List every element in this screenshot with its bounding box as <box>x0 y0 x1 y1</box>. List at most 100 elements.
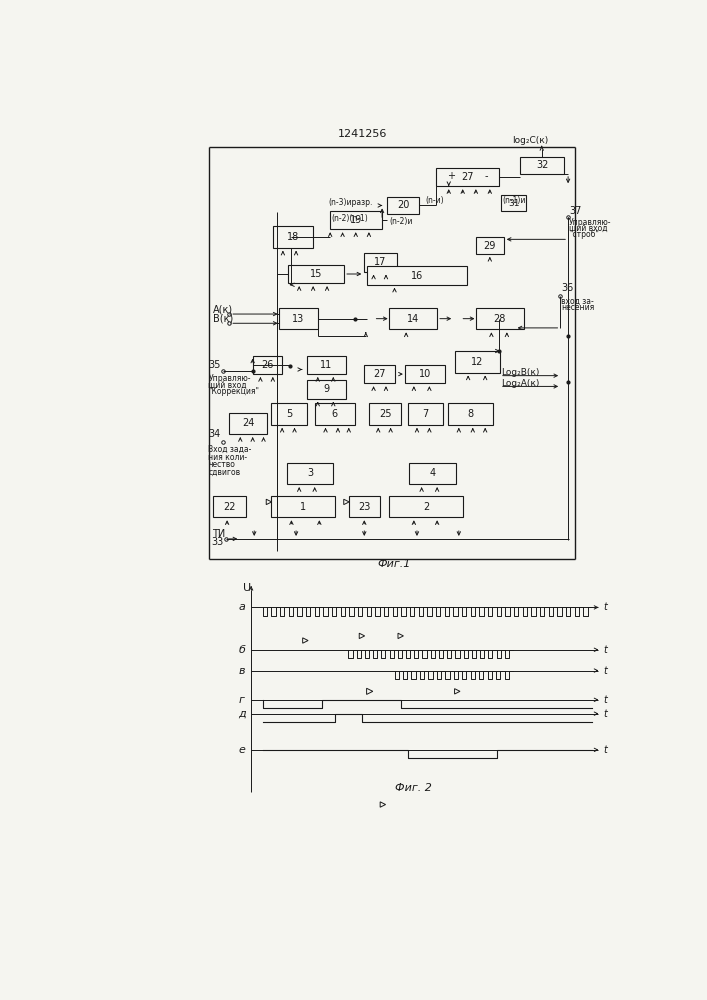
Text: +: + <box>447 171 455 181</box>
Text: t: t <box>603 709 607 719</box>
Text: a: a <box>238 602 245 612</box>
Text: 35: 35 <box>209 360 221 370</box>
Text: 27: 27 <box>461 172 474 182</box>
Text: 17: 17 <box>375 257 387 267</box>
Text: 31: 31 <box>508 199 520 208</box>
Text: сдвигов: сдвигов <box>209 468 240 477</box>
Bar <box>368 266 467 285</box>
Text: 29: 29 <box>484 241 496 251</box>
Bar <box>307 356 346 374</box>
Text: Управляю-: Управляю- <box>569 218 612 227</box>
Text: B(к): B(к) <box>213 314 233 324</box>
Text: 12: 12 <box>472 357 484 367</box>
Bar <box>213 496 246 517</box>
Text: вход за-: вход за- <box>561 297 594 306</box>
Text: t: t <box>603 602 607 612</box>
Bar <box>330 211 382 229</box>
Text: t: t <box>603 745 607 755</box>
Text: "строб": "строб" <box>569 230 599 239</box>
Text: 4: 4 <box>429 468 436 478</box>
Bar <box>369 403 402 425</box>
Text: 2: 2 <box>423 502 429 512</box>
Text: г: г <box>239 695 245 705</box>
Text: 25: 25 <box>379 409 392 419</box>
Text: 1241256: 1241256 <box>338 129 387 139</box>
Text: Log₂B(к): Log₂B(к) <box>501 368 540 377</box>
Bar <box>307 380 346 399</box>
Text: 8: 8 <box>467 409 474 419</box>
Text: 26: 26 <box>261 360 274 370</box>
Text: t: t <box>603 645 607 655</box>
Text: 24: 24 <box>242 418 255 428</box>
Text: Фиг. 2: Фиг. 2 <box>395 783 432 793</box>
Bar <box>501 195 526 211</box>
Text: 7: 7 <box>422 409 428 419</box>
Text: 9: 9 <box>323 384 329 394</box>
Text: Вход зада-: Вход зада- <box>209 445 252 454</box>
Bar <box>408 403 443 425</box>
Bar <box>349 496 380 517</box>
Text: 34: 34 <box>209 429 221 439</box>
Bar <box>271 403 307 425</box>
Text: 1: 1 <box>300 502 306 512</box>
Text: 37: 37 <box>569 206 581 216</box>
Text: ТИ: ТИ <box>212 529 226 539</box>
Text: 23: 23 <box>358 502 370 512</box>
Bar <box>271 496 335 517</box>
Text: 6: 6 <box>332 409 338 419</box>
Text: 20: 20 <box>397 200 409 210</box>
Text: чество: чество <box>209 460 235 469</box>
Bar <box>389 308 437 329</box>
Text: U: U <box>243 583 251 593</box>
Bar <box>448 403 493 425</box>
Text: "Коррекция": "Коррекция" <box>209 387 259 396</box>
Text: (n-2)(n-1): (n-2)(n-1) <box>331 214 368 223</box>
Text: щий вход: щий вход <box>569 224 607 233</box>
Text: ния коли-: ния коли- <box>209 453 247 462</box>
Text: (n-и): (n-и) <box>426 196 444 205</box>
Text: 36: 36 <box>561 283 573 293</box>
Text: 5: 5 <box>286 409 292 419</box>
Text: 3: 3 <box>307 468 313 478</box>
Text: 33: 33 <box>211 537 224 547</box>
Text: t: t <box>603 666 607 676</box>
Bar <box>387 197 419 214</box>
Text: 18: 18 <box>287 232 299 242</box>
Bar <box>230 413 267 434</box>
Bar <box>409 463 456 484</box>
Text: Log₂A(к): Log₂A(к) <box>501 379 540 388</box>
Text: (n-1)и: (n-1)и <box>502 196 525 205</box>
Text: несения: несения <box>561 303 595 312</box>
Bar <box>364 365 395 383</box>
Text: 15: 15 <box>310 269 322 279</box>
Text: 19: 19 <box>350 215 362 225</box>
Text: щий вход: щий вход <box>209 380 247 389</box>
Bar <box>520 157 564 174</box>
Bar <box>389 496 464 517</box>
Text: 22: 22 <box>223 502 235 512</box>
Text: 14: 14 <box>407 314 419 324</box>
Text: Управляю-: Управляю- <box>209 374 251 383</box>
Bar <box>273 226 313 248</box>
Text: 28: 28 <box>493 314 506 324</box>
Bar <box>455 351 500 373</box>
Text: 32: 32 <box>536 160 549 170</box>
Text: 13: 13 <box>292 314 305 324</box>
Bar <box>404 365 445 383</box>
Text: A(к): A(к) <box>213 304 233 314</box>
Text: е: е <box>238 745 245 755</box>
Bar <box>476 237 504 254</box>
Text: 11: 11 <box>320 360 332 370</box>
Text: 27: 27 <box>373 369 386 379</box>
Text: (n-2)и: (n-2)и <box>389 217 412 226</box>
Bar <box>288 265 344 283</box>
Text: б: б <box>238 645 245 655</box>
Bar <box>315 403 355 425</box>
Text: t: t <box>603 695 607 705</box>
Text: (n-3)иразр.: (n-3)иразр. <box>329 198 373 207</box>
Bar <box>279 308 317 329</box>
Text: -: - <box>484 171 488 181</box>
Bar <box>436 168 499 186</box>
Text: 10: 10 <box>419 369 431 379</box>
Text: log₂С(к): log₂С(к) <box>512 136 548 145</box>
